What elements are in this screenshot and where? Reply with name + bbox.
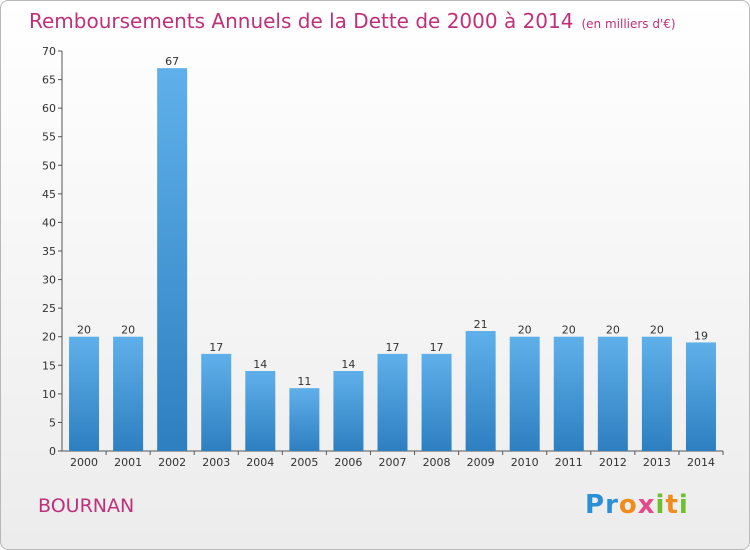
x-tick-label: 2009: [467, 456, 495, 469]
bar: [333, 371, 364, 451]
bar-value-label: 14: [341, 358, 355, 371]
bar-value-label: 11: [297, 375, 311, 388]
bar-value-label: 20: [518, 324, 532, 337]
bar-value-label: 20: [77, 324, 91, 337]
bar: [377, 353, 408, 451]
bar: [553, 336, 584, 451]
x-tick-label: 2005: [290, 456, 318, 469]
bar: [465, 331, 496, 451]
y-tick-label: 25: [42, 302, 56, 315]
x-tick-label: 2007: [379, 456, 407, 469]
y-tick-label: 50: [42, 159, 56, 172]
bar-value-label: 14: [253, 358, 267, 371]
y-tick-label: 65: [42, 74, 56, 87]
y-tick-label: 15: [42, 359, 56, 372]
bar: [289, 388, 320, 451]
y-tick-label: 55: [42, 131, 56, 144]
bar-value-label: 21: [474, 318, 488, 331]
bar-value-label: 20: [606, 324, 620, 337]
x-tick-label: 2004: [246, 456, 274, 469]
unit-subtitle: (en milliers d'€): [581, 17, 676, 31]
title-text: Remboursements Annuels de la Dette de 20…: [29, 9, 574, 33]
bar: [685, 342, 716, 451]
x-tick-label: 2008: [423, 456, 451, 469]
x-tick-label: 2000: [70, 456, 98, 469]
y-tick-label: 5: [49, 416, 56, 429]
x-tick-label: 2014: [687, 456, 715, 469]
x-tick-label: 2002: [158, 456, 186, 469]
bar: [157, 68, 188, 452]
y-tick-label: 10: [42, 388, 56, 401]
bar: [69, 336, 100, 451]
y-tick-label: 45: [42, 188, 56, 201]
y-tick-label: 70: [42, 45, 56, 58]
axes: 0 5 10 15 20 25 30 35 40 45 50 55 60 65 70 2000 2001 2002…: [42, 45, 724, 469]
bar: [421, 353, 452, 451]
y-tick-label: 0: [49, 445, 56, 458]
place-name: BOURNAN: [38, 495, 135, 517]
x-tick-label: 2001: [114, 456, 142, 469]
bar-value-label: 17: [209, 341, 223, 354]
bar-value-label: 19: [694, 329, 708, 342]
y-tick-label: 60: [42, 102, 56, 115]
x-tick-label: 2010: [511, 456, 539, 469]
bar-value-label: 20: [650, 324, 664, 337]
bar: [201, 353, 232, 451]
bar: [509, 336, 540, 451]
bar: [641, 336, 672, 451]
x-tick-label: 2003: [202, 456, 230, 469]
bar-value-label: 17: [430, 341, 444, 354]
bar: [113, 336, 144, 451]
bar-value-label: 20: [121, 324, 135, 337]
x-tick-label: 2013: [643, 456, 671, 469]
y-tick-label: 20: [42, 331, 56, 344]
y-tick-label: 35: [42, 245, 56, 258]
y-tick-label: 30: [42, 274, 56, 287]
chart-title: Remboursements Annuels de la Dette de 20…: [29, 9, 676, 33]
x-tick-label: 2012: [599, 456, 627, 469]
proxiti-logo: Proxiti: [585, 490, 689, 520]
bar-value-label: 17: [386, 341, 400, 354]
x-tick-label: 2011: [555, 456, 583, 469]
x-tick-label: 2006: [334, 456, 362, 469]
bar-value-label: 20: [562, 324, 576, 337]
bar-value-label: 67: [165, 55, 179, 68]
bars-group: 20 20 67 17 14 11 14 17 17 21 20 20 20 20 19: [69, 55, 716, 452]
y-tick-label: 40: [42, 216, 56, 229]
bar: [245, 371, 276, 451]
bar: [597, 336, 628, 451]
